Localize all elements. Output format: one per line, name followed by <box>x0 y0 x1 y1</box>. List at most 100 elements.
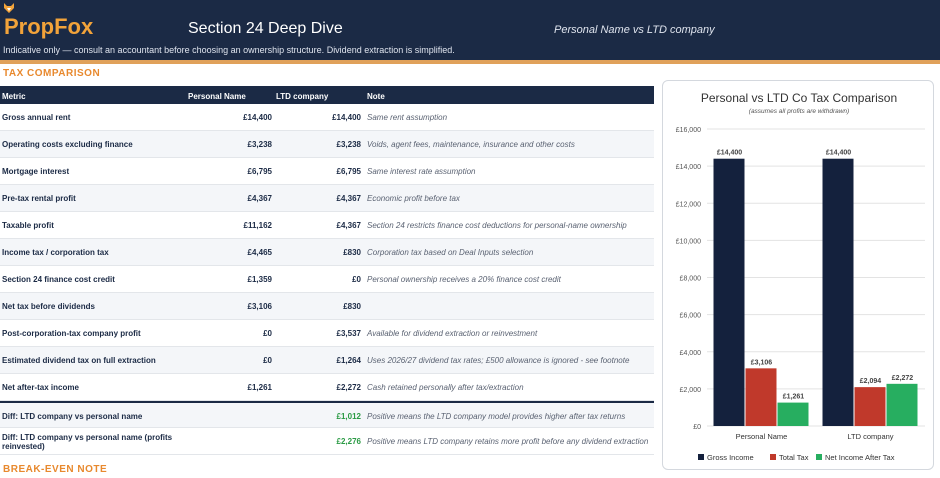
bar-total-tax <box>745 368 777 426</box>
cell-ltd: £14,400 <box>332 113 361 122</box>
y-tick-label: £10,000 <box>676 238 701 245</box>
cell-note: Corporation tax based on Deal Inputs sel… <box>367 248 534 257</box>
table-row: Income tax / corporation tax £4,465 £830 Co… <box>0 239 654 266</box>
section-heading-tax-comparison: TAX COMPARISON <box>3 68 101 79</box>
y-tick-label: £0 <box>693 424 701 431</box>
page-subtitle: Personal Name vs LTD company <box>554 24 715 36</box>
legend-label: Net Income After Tax <box>825 453 895 462</box>
cell-ltd: £4,367 <box>336 221 361 230</box>
cell-metric: Mortgage interest <box>2 167 70 176</box>
legend-label: Gross Income <box>707 453 754 462</box>
fox-icon <box>4 3 14 13</box>
table-row: Pre-tax rental profit £4,367 £4,367 Economi… <box>0 185 654 212</box>
cell-note: Uses 2026/27 dividend tax rates; £500 al… <box>367 356 630 365</box>
cell-note: Economic profit before tax <box>367 194 460 203</box>
y-tick-label: £6,000 <box>680 313 702 320</box>
table-row: Net after-tax income £1,261 £2,272 Cash ret… <box>0 374 654 401</box>
y-tick-label: £4,000 <box>680 350 702 357</box>
chart-subtitle: (assumes all profits are withdrawn) <box>749 108 849 115</box>
data-label: £1,261 <box>783 394 805 401</box>
cell-metric: Taxable profit <box>2 221 54 230</box>
cell-personal: £4,465 <box>247 248 272 257</box>
cell-metric: Gross annual rent <box>2 113 71 122</box>
header-personal: Personal Name <box>188 92 246 101</box>
cell-ltd: £0 <box>352 275 361 284</box>
header-metric: Metric <box>2 92 26 101</box>
cell-personal: £6,795 <box>247 167 272 176</box>
cell-personal: £14,400 <box>243 113 272 122</box>
chart-canvas: Personal vs LTD Co Tax Comparison (assume… <box>676 91 925 462</box>
y-tick-label: £14,000 <box>676 164 701 171</box>
page-title: Section 24 Deep Dive <box>188 20 343 37</box>
cell-note: Cash retained personally after tax/extra… <box>367 383 524 392</box>
cell-metric: Pre-tax rental profit <box>2 194 76 203</box>
cell-personal: £0 <box>263 356 272 365</box>
brand-logo: PropFox <box>4 14 94 39</box>
bar-gross-income <box>713 158 745 426</box>
cell-personal <box>188 428 272 455</box>
cell-note: Available for dividend extraction or rei… <box>367 329 538 338</box>
legend-swatch <box>698 454 704 460</box>
table-row: Operating costs excluding finance £3,238 £… <box>0 131 654 158</box>
cell-personal: £4,367 <box>247 194 272 203</box>
table-row: Mortgage interest £6,795 £6,795 Same intere… <box>0 158 654 185</box>
table-row: Gross annual rent £14,400 £14,400 Same rent… <box>0 104 654 131</box>
legend-label: Total Tax <box>779 453 809 462</box>
bar-gross-income <box>822 158 854 426</box>
data-label: £2,094 <box>860 378 882 385</box>
y-tick-label: £2,000 <box>680 387 702 394</box>
bar-total-tax <box>854 387 886 426</box>
table-row: Estimated dividend tax on full extractio… <box>0 347 654 374</box>
header-ltd: LTD company <box>276 92 329 101</box>
tax-comparison-chart: Personal vs LTD Co Tax Comparison (assume… <box>662 80 934 470</box>
cell-personal: £1,359 <box>247 275 272 284</box>
cell-ltd: £2,272 <box>336 383 361 392</box>
x-category-label: LTD company <box>847 432 893 441</box>
y-tick-label: £12,000 <box>676 201 701 208</box>
cell-note: Voids, agent fees, maintenance, insuranc… <box>367 140 575 149</box>
cell-metric: Diff: LTD company vs personal name <box>2 412 143 421</box>
cell-personal: £11,162 <box>243 221 272 230</box>
cell-metric: Diff: LTD company vs personal name (prof… <box>2 432 173 451</box>
cell-personal: £3,106 <box>247 302 272 311</box>
bar-net-income-after-tax <box>777 402 809 426</box>
header-accent-line <box>0 60 940 64</box>
cell-ltd: £4,367 <box>336 194 361 203</box>
cell-note: Personal ownership receives a 20% financ… <box>367 275 561 284</box>
cell-metric: Net tax before dividends <box>2 302 95 311</box>
cell-metric: Post-corporation-tax company profit <box>2 329 141 338</box>
data-label: £14,400 <box>826 150 851 157</box>
cell-ltd: £830 <box>343 248 361 257</box>
table-row: Post-corporation-tax company profit £0 £3,… <box>0 320 654 347</box>
chart-title: Personal vs LTD Co Tax Comparison <box>701 91 897 105</box>
cell-personal <box>188 403 272 430</box>
table-row: Diff: LTD company vs personal name £1,012… <box>0 401 654 428</box>
table-row: Taxable profit £11,162 £4,367 Section 24 re… <box>0 212 654 239</box>
cell-personal: £3,238 <box>247 140 272 149</box>
cell-note: Positive means LTD company retains more … <box>367 437 649 446</box>
section-heading-break-even: BREAK-EVEN NOTE <box>3 464 108 475</box>
bar-net-income-after-tax <box>886 383 918 426</box>
x-category-label: Personal Name <box>736 432 788 441</box>
header-bar: PropFox Section 24 Deep Dive Personal Na… <box>0 0 940 60</box>
data-label: £14,400 <box>717 150 742 157</box>
legend-swatch <box>816 454 822 460</box>
cell-note: Section 24 restricts finance cost deduct… <box>367 221 627 230</box>
disclaimer: Indicative only — consult an accountant … <box>3 45 455 55</box>
cell-metric: Income tax / corporation tax <box>2 248 109 257</box>
cell-ltd: £1,012 <box>336 412 361 421</box>
cell-personal: £1,261 <box>247 383 272 392</box>
data-label: £2,272 <box>892 375 914 382</box>
cell-note: Positive means the LTD company model pro… <box>367 412 626 421</box>
cell-note <box>367 293 651 320</box>
table-header: Metric Personal Name LTD company Note <box>0 86 654 104</box>
cell-metric: Net after-tax income <box>2 383 79 392</box>
table-row: Diff: LTD company vs personal name (prof… <box>0 428 654 455</box>
cell-metric: Estimated dividend tax on full extractio… <box>2 356 156 365</box>
cell-ltd: £830 <box>343 302 361 311</box>
legend-swatch <box>770 454 776 460</box>
table-body: Gross annual rent £14,400 £14,400 Same rent… <box>0 104 654 455</box>
cell-ltd: £1,264 <box>336 356 361 365</box>
cell-ltd: £6,795 <box>336 167 361 176</box>
data-label: £3,106 <box>751 359 773 366</box>
